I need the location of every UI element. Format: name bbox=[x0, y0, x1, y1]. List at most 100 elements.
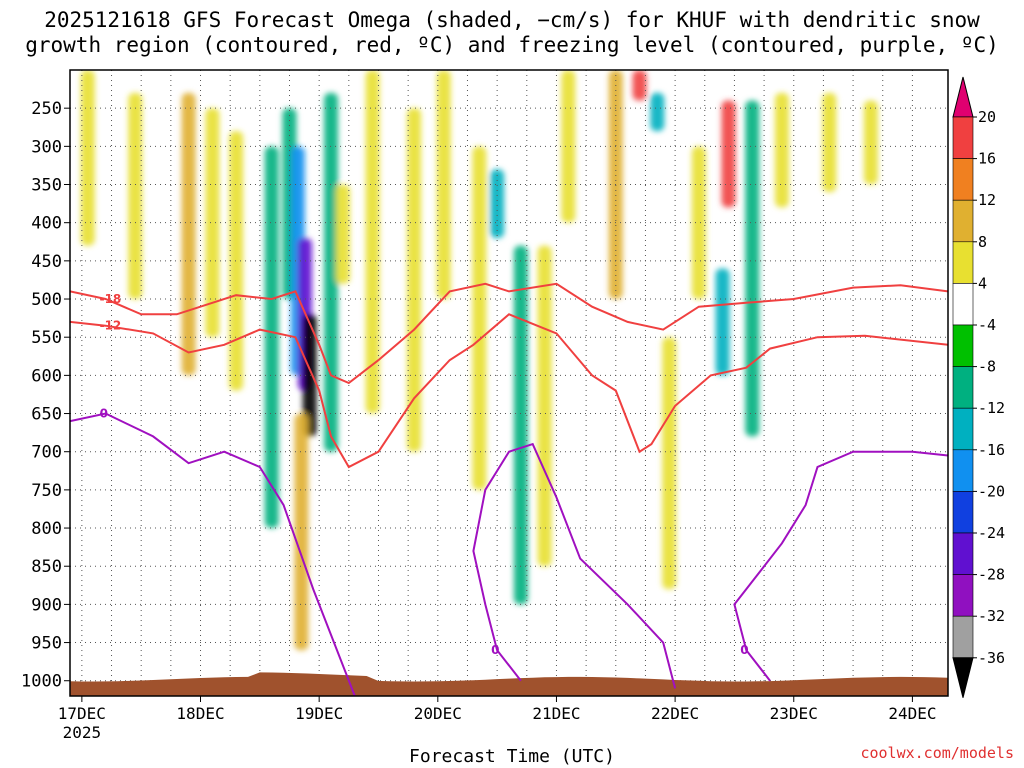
x-tick-label: 23DEC bbox=[770, 704, 818, 723]
contour-label: -18 bbox=[100, 292, 122, 306]
colorbar: 20 16 12 8 4 -4 -8 -12 -16 -20 -24 -28 -32 -36 bbox=[952, 76, 1005, 698]
x-tick-label: 24DEC bbox=[888, 704, 936, 723]
contour-label: 0 bbox=[740, 643, 748, 657]
omega-shading bbox=[691, 146, 706, 300]
y-tick-label: 950 bbox=[31, 634, 62, 654]
colorbar-segment bbox=[952, 283, 974, 326]
colorbar-tick-label: 4 bbox=[978, 274, 987, 292]
x-tick-label: 17DEC bbox=[58, 704, 106, 723]
omega-shading bbox=[181, 92, 196, 376]
y-tick-label: 850 bbox=[31, 557, 62, 577]
contour-label: -12 bbox=[100, 319, 122, 333]
colorbar-tick-label: 8 bbox=[978, 233, 987, 251]
omega-shading bbox=[324, 92, 339, 452]
y-tick-label: 1000 bbox=[21, 672, 62, 692]
chart-title-line-1: 2025121618 GFS Forecast Omega (shaded, −… bbox=[44, 8, 980, 32]
contour-label: 0 bbox=[100, 407, 108, 421]
colorbar-segment bbox=[952, 158, 974, 201]
x-axis-label: Forecast Time (UTC) bbox=[409, 746, 615, 767]
colorbar-tick-label: -12 bbox=[978, 399, 1005, 417]
omega-shading bbox=[294, 413, 309, 651]
omega-shading bbox=[335, 184, 350, 284]
omega-shading bbox=[128, 92, 143, 300]
y-tick-label: 450 bbox=[31, 252, 62, 272]
colorbar-segment bbox=[952, 491, 974, 534]
colorbar-segment bbox=[952, 449, 974, 492]
x-tick-label: 18DEC bbox=[176, 704, 224, 723]
colorbar-tick-label: -28 bbox=[978, 566, 1005, 584]
freezing-level-contour bbox=[70, 412, 356, 696]
omega-shading bbox=[407, 108, 422, 452]
omega-shading bbox=[229, 131, 244, 391]
colorbar-tick-label: -20 bbox=[978, 482, 1005, 500]
omega-shading bbox=[264, 146, 279, 529]
colorbar-segment bbox=[952, 366, 974, 409]
omega-shading bbox=[863, 100, 878, 185]
contour-label: 0 bbox=[491, 643, 499, 657]
omega-shading bbox=[721, 100, 736, 208]
y-tick-label: 500 bbox=[31, 290, 62, 310]
y-tick-label: 700 bbox=[31, 443, 62, 463]
plot-area: -18 -12 0 0 0 bbox=[70, 70, 948, 696]
dgz-contour bbox=[70, 313, 948, 469]
colorbar-tick-label: -24 bbox=[978, 524, 1005, 542]
colorbar-tick-label: 16 bbox=[978, 150, 996, 168]
x-tick-label: 20DEC bbox=[414, 704, 462, 723]
x-axis: 17DEC 18DEC 19DEC 20DEC 21DEC 22DEC 23DEC 24DEC… bbox=[58, 696, 936, 742]
colorbar-segment bbox=[952, 574, 974, 617]
omega-shading bbox=[205, 108, 220, 338]
y-tick-label: 250 bbox=[31, 99, 62, 119]
x-tick-year-label: 2025 bbox=[63, 723, 102, 742]
omega-shading bbox=[561, 70, 576, 223]
omega-shading bbox=[650, 92, 665, 132]
omega-shading bbox=[715, 268, 730, 376]
colorbar-tick-label: -16 bbox=[978, 441, 1005, 459]
colorbar-segment bbox=[952, 324, 974, 367]
omega-shading bbox=[472, 146, 487, 490]
omega-shading bbox=[745, 100, 760, 437]
y-tick-label: 300 bbox=[31, 137, 62, 157]
omega-shading bbox=[513, 245, 528, 605]
x-tick-label: 22DEC bbox=[651, 704, 699, 723]
colorbar-tick-label: -4 bbox=[978, 316, 996, 334]
colorbar-top-arrow bbox=[952, 76, 974, 118]
omega-shading bbox=[537, 245, 552, 567]
colorbar-segment bbox=[952, 116, 974, 159]
omega-shading bbox=[774, 92, 789, 208]
colorbar-segment bbox=[952, 199, 974, 243]
x-tick-label: 21DEC bbox=[532, 704, 580, 723]
colorbar-tick-label: -8 bbox=[978, 358, 996, 376]
y-tick-label: 800 bbox=[31, 519, 62, 539]
plot-frame bbox=[69, 69, 949, 697]
chart-title-line-2: growth region (contoured, red, ºC) and f… bbox=[25, 33, 999, 57]
y-tick-label: 650 bbox=[31, 405, 62, 425]
omega-shading bbox=[80, 70, 95, 246]
y-tick-label: 400 bbox=[31, 214, 62, 234]
y-axis: 250 300 350 400 450 500 550 600 650 700 750 800 850 9… bbox=[21, 99, 70, 692]
freezing-level-contour bbox=[733, 450, 948, 682]
omega-shading bbox=[822, 92, 837, 193]
omega-shading bbox=[662, 337, 677, 590]
omega-shading bbox=[365, 70, 380, 414]
freezing-level-contour bbox=[472, 442, 677, 689]
colorbar-segment bbox=[952, 407, 974, 451]
y-tick-label: 750 bbox=[31, 481, 62, 501]
omega-shading bbox=[632, 70, 647, 101]
colorbar-bottom-arrow bbox=[952, 657, 974, 698]
omega-shading bbox=[302, 314, 317, 437]
y-tick-label: 350 bbox=[31, 176, 62, 196]
y-tick-label: 600 bbox=[31, 366, 62, 386]
colorbar-tick-label: 20 bbox=[978, 108, 996, 126]
colorbar-segment bbox=[952, 241, 974, 284]
omega-shading bbox=[436, 70, 451, 300]
x-tick-label: 19DEC bbox=[295, 704, 343, 723]
colorbar-segment bbox=[952, 532, 974, 575]
credit-text: coolwx.com/models bbox=[860, 744, 1014, 762]
y-tick-label: 900 bbox=[31, 595, 62, 615]
y-tick-label: 550 bbox=[31, 328, 62, 348]
colorbar-tick-label: -36 bbox=[978, 649, 1005, 667]
colorbar-segment bbox=[952, 615, 974, 659]
terrain-fill bbox=[70, 672, 948, 696]
omega-shading bbox=[490, 169, 505, 238]
